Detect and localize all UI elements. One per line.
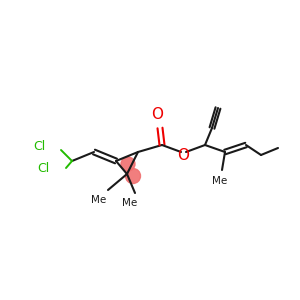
Text: O: O	[151, 107, 163, 122]
Text: Me: Me	[122, 198, 138, 208]
Circle shape	[125, 169, 140, 184]
Circle shape	[121, 157, 135, 171]
Text: O: O	[177, 148, 189, 163]
Text: Cl: Cl	[37, 161, 49, 175]
Text: Me: Me	[212, 176, 228, 186]
Text: Cl: Cl	[33, 140, 45, 152]
Text: Me: Me	[92, 195, 106, 205]
